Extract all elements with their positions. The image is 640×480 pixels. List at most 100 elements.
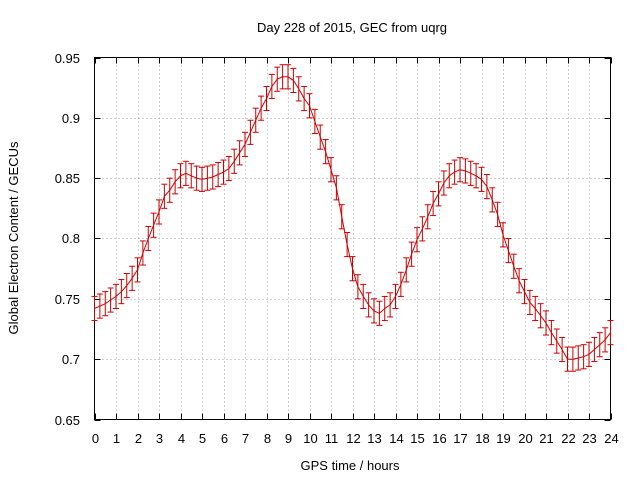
data-point bbox=[478, 166, 485, 192]
x-tick-label: 20 bbox=[518, 431, 532, 446]
data-point bbox=[440, 170, 447, 196]
x-tick-label: 16 bbox=[432, 431, 446, 446]
data-point bbox=[333, 175, 340, 201]
data-point bbox=[526, 289, 533, 316]
x-tick-label: 9 bbox=[285, 431, 292, 446]
axis-ticks bbox=[94, 57, 612, 421]
data-point bbox=[559, 336, 566, 363]
data-point bbox=[123, 272, 130, 299]
data-point bbox=[193, 165, 200, 191]
data-point bbox=[564, 346, 571, 372]
x-tick-label: 15 bbox=[410, 431, 424, 446]
data-point bbox=[317, 124, 324, 150]
data-point bbox=[435, 181, 442, 207]
y-tick-label: 0.95 bbox=[55, 51, 80, 66]
data-point bbox=[543, 310, 549, 336]
data-point bbox=[107, 287, 114, 313]
data-point bbox=[365, 292, 372, 318]
x-tick-label: 12 bbox=[346, 431, 360, 446]
data-point bbox=[387, 292, 394, 318]
data-point bbox=[338, 204, 345, 230]
data-point bbox=[575, 345, 582, 371]
data-point bbox=[516, 268, 523, 294]
data-point bbox=[328, 157, 334, 183]
x-tick-label: 8 bbox=[264, 431, 271, 446]
y-axis-tick-labels: 0.65 0.7 0.75 0.8 0.85 0.9 0.95 bbox=[55, 51, 80, 428]
data-point bbox=[532, 295, 539, 322]
data-point bbox=[279, 64, 286, 90]
data-point bbox=[252, 107, 259, 133]
chart-title: Day 228 of 2015, GEC from uqrg bbox=[257, 20, 447, 35]
data-point bbox=[188, 163, 195, 189]
data-point bbox=[134, 257, 141, 283]
data-point bbox=[473, 163, 480, 189]
x-tick-label: 24 bbox=[604, 431, 618, 446]
data-point bbox=[467, 160, 474, 186]
data-point bbox=[166, 177, 173, 203]
x-tick-label: 21 bbox=[539, 431, 553, 446]
data-point bbox=[489, 187, 496, 213]
data-point bbox=[204, 165, 211, 191]
data-point bbox=[408, 241, 415, 267]
data-point bbox=[494, 201, 501, 227]
data-point bbox=[91, 295, 98, 322]
data-point bbox=[596, 332, 603, 358]
data-point bbox=[510, 253, 517, 279]
y-tick-label: 0.65 bbox=[55, 413, 80, 428]
data-point bbox=[397, 271, 404, 297]
data-point bbox=[129, 265, 136, 291]
data-point bbox=[354, 274, 361, 300]
data-point bbox=[225, 155, 232, 182]
y-tick-label: 0.8 bbox=[62, 231, 80, 246]
x-tick-label: 4 bbox=[178, 431, 185, 446]
y-tick-label: 0.9 bbox=[62, 111, 80, 126]
plot-frame bbox=[94, 57, 611, 420]
data-point bbox=[220, 159, 227, 185]
data-point bbox=[392, 283, 399, 309]
data-point bbox=[236, 140, 243, 166]
data-point bbox=[102, 291, 109, 317]
x-tick-label: 14 bbox=[389, 431, 403, 446]
y-tick-label: 0.7 bbox=[62, 352, 80, 367]
data-point bbox=[215, 161, 222, 188]
data-point bbox=[209, 164, 216, 190]
data-point bbox=[607, 320, 614, 346]
data-point bbox=[268, 73, 275, 100]
data-point bbox=[505, 238, 512, 264]
data-point bbox=[96, 293, 103, 319]
x-tick-label: 10 bbox=[303, 431, 317, 446]
x-tick-label: 17 bbox=[453, 431, 467, 446]
data-point bbox=[424, 204, 431, 230]
y-tick-label: 0.75 bbox=[55, 292, 80, 307]
data-point bbox=[258, 95, 265, 121]
data-point bbox=[145, 225, 152, 252]
data-point bbox=[177, 163, 184, 189]
data-point bbox=[376, 300, 383, 326]
data-point bbox=[553, 328, 560, 354]
data-point bbox=[360, 283, 367, 309]
data-point bbox=[242, 131, 248, 157]
x-axis-tick-labels: 0 1 2 3 4 5 6 7 8 9 10 11 12 13 14 15 16 17 18 19 20 21 22 23 24 bbox=[92, 431, 619, 446]
data-point bbox=[483, 174, 490, 200]
series-line bbox=[94, 76, 611, 360]
x-tick-label: 23 bbox=[582, 431, 596, 446]
data-point bbox=[306, 93, 313, 119]
data-point bbox=[548, 320, 555, 346]
data-point bbox=[451, 159, 458, 185]
data-point bbox=[263, 85, 270, 112]
data-point bbox=[156, 199, 162, 225]
data-point bbox=[295, 76, 302, 102]
data-point bbox=[457, 157, 463, 183]
data-point bbox=[419, 216, 426, 242]
x-tick-label: 19 bbox=[496, 431, 510, 446]
data-point bbox=[446, 163, 453, 189]
data-point bbox=[569, 346, 576, 372]
data-point bbox=[602, 327, 609, 353]
x-tick-label: 2 bbox=[135, 431, 142, 446]
x-tick-label: 22 bbox=[561, 431, 575, 446]
data-point bbox=[500, 222, 506, 248]
data-point bbox=[247, 119, 254, 145]
data-point bbox=[371, 298, 377, 324]
data-point bbox=[139, 240, 146, 266]
data-point bbox=[199, 166, 205, 192]
